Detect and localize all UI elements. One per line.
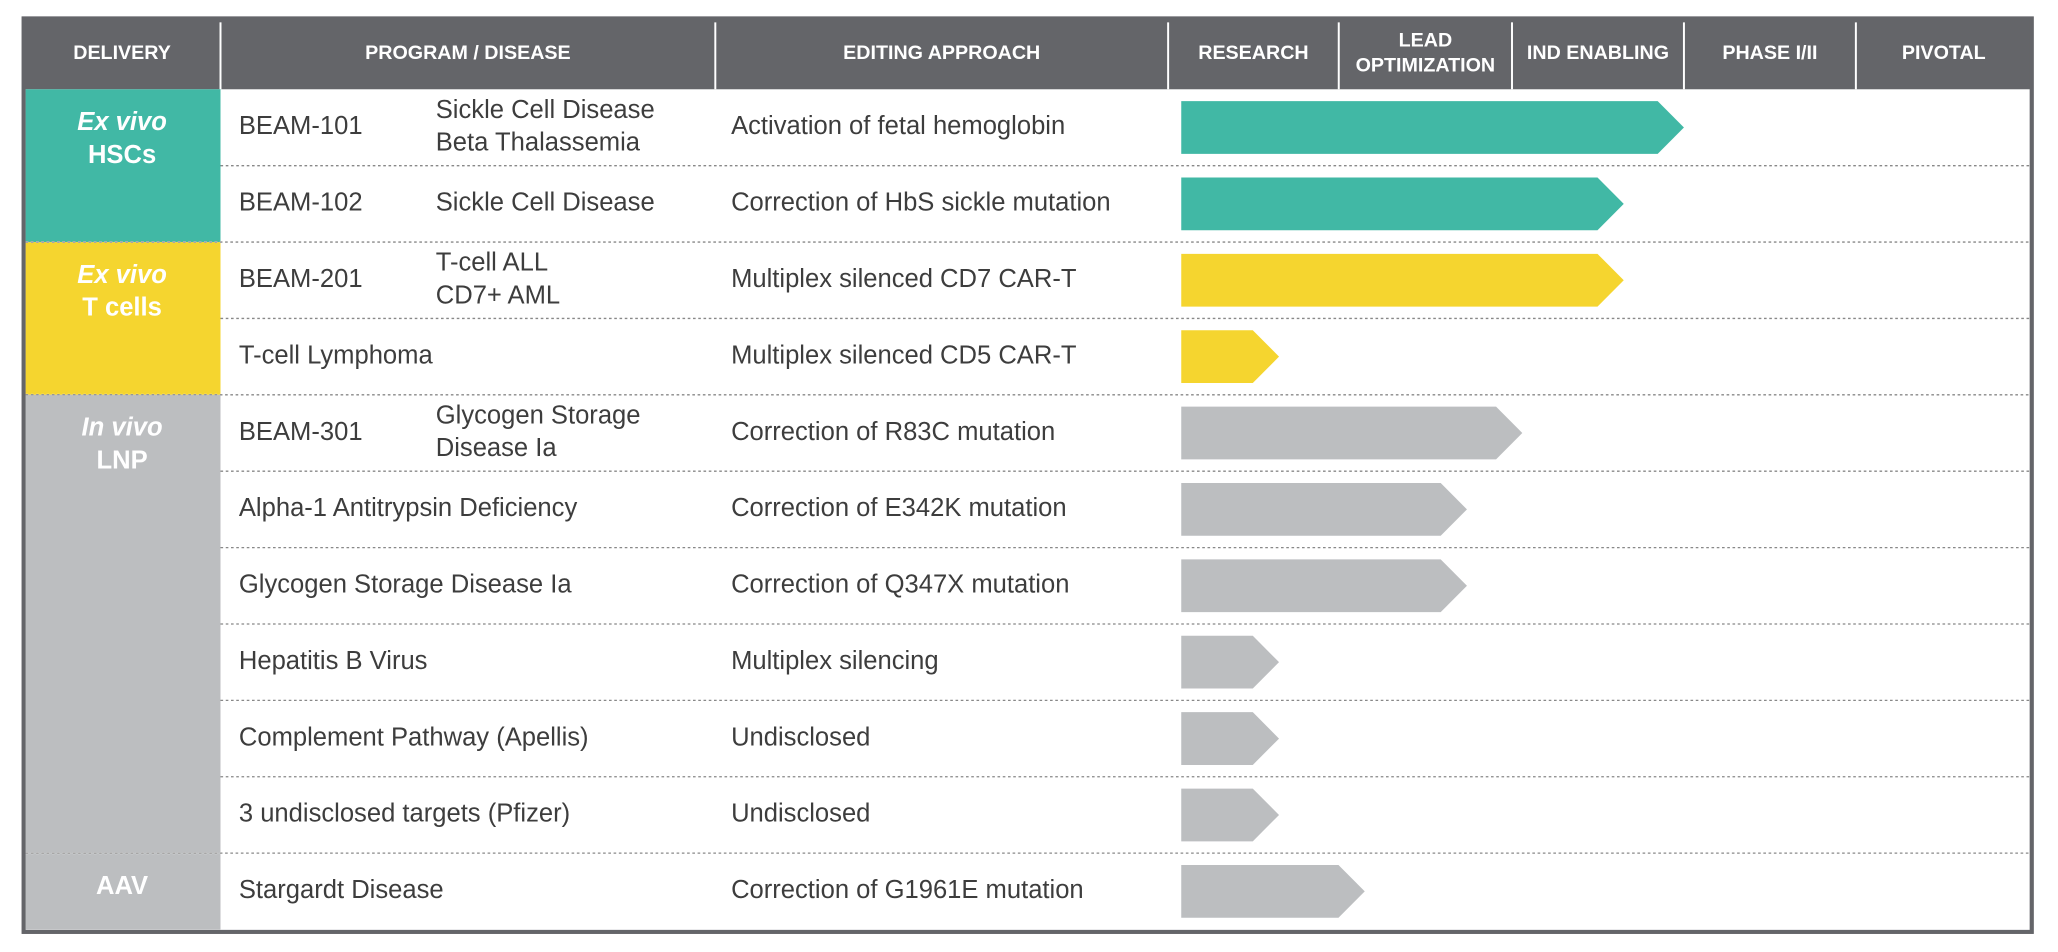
delivery-cell [25,89,221,243]
progress-arrow [1181,253,1624,307]
header-label: OPTIMIZATION [1356,55,1496,77]
disease-label: Alpha-1 Antitrypsin Deficiency [239,494,578,522]
header-bar [23,18,2032,90]
progress-arrow [1181,788,1280,842]
progress-arrow [1181,712,1280,765]
frame [21,16,2034,934]
approach-label: Correction of E342K mutation [731,494,1067,522]
progress-arrow [1181,483,1467,536]
approach-label: Multiplex silenced CD5 CAR-T [731,341,1077,369]
program-code: BEAM-301 [239,418,363,446]
delivery-label: HSCs [88,141,156,169]
approach-label: Multiplex silencing [731,647,939,675]
approach-label: Multiplex silenced CD7 CAR-T [731,265,1077,293]
disease-label: 3 undisclosed targets (Pfizer) [239,800,570,828]
disease-label: Stargardt Disease [239,876,444,904]
disease-label: CD7+ AML [436,281,560,309]
disease-label: Beta Thalassemia [436,129,641,157]
disease-label: Hepatitis B Virus [239,647,428,675]
header-label: EDITING APPROACH [843,42,1040,64]
approach-label: Activation of fetal hemoglobin [731,112,1065,140]
delivery-label: LNP [96,447,147,475]
disease-label: Disease Ia [436,434,558,462]
program-code: BEAM-201 [239,265,363,293]
header-label: RESEARCH [1198,42,1308,64]
disease-label: Complement Pathway (Apellis) [239,723,589,751]
disease-label: T-cell ALL [436,249,548,277]
delivery-label: Ex vivo [77,261,167,289]
disease-label: Sickle Cell Disease [436,96,655,124]
approach-label: Correction of G1961E mutation [731,876,1084,904]
header-label: DELIVERY [73,42,171,64]
approach-label: Correction of HbS sickle mutation [731,189,1111,217]
progress-arrow [1181,177,1624,231]
approach-label: Undisclosed [731,723,870,751]
disease-label: Glycogen Storage Disease Ia [239,571,572,599]
program-code: BEAM-102 [239,189,363,217]
delivery-label: In vivo [82,414,163,442]
approach-label: Correction of Q347X mutation [731,571,1069,599]
approach-label: Undisclosed [731,800,870,828]
delivery-cell [25,394,221,854]
delivery-cell [25,853,221,930]
disease-label: T-cell Lymphoma [239,341,434,369]
delivery-label: AAV [96,872,148,900]
disease-label: Sickle Cell Disease [436,189,655,217]
program-code: BEAM-101 [239,112,363,140]
frame-outline [21,16,2034,934]
delivery-label: T cells [82,294,162,322]
header-label: PIVOTAL [1902,42,1986,64]
progress-arrow [1181,635,1280,689]
header-label: PHASE I/II [1722,42,1817,64]
progress-arrow [1181,864,1365,918]
progress-arrow [1181,330,1280,384]
progress-arrow [1181,406,1523,460]
header-label: IND ENABLING [1527,42,1669,64]
progress-arrow [1181,101,1684,154]
delivery-label: Ex vivo [77,108,167,136]
progress-arrow [1181,559,1467,613]
header-label: PROGRAM / DISEASE [365,42,571,64]
delivery-cell [25,242,221,395]
approach-label: Correction of R83C mutation [731,418,1055,446]
header-label: LEAD [1399,30,1453,52]
disease-label: Glycogen Storage [436,401,641,429]
